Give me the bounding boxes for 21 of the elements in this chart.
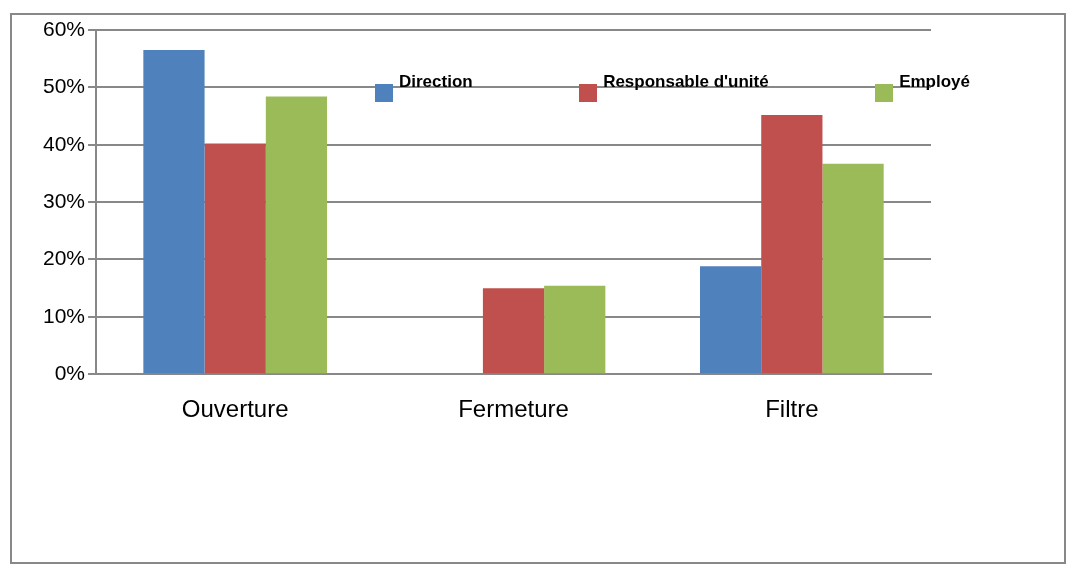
- y-tick-label: 30%: [43, 188, 86, 212]
- y-tick-label: 10%: [43, 303, 86, 327]
- x-tick-label: Fermeture: [458, 395, 569, 423]
- bar: [761, 114, 823, 374]
- x-tick-label: Ouverture: [181, 395, 289, 423]
- bar: [204, 143, 266, 374]
- legend-label: Responsable d'unité: [603, 72, 769, 92]
- y-tick-label: 60%: [43, 16, 86, 40]
- y-tick-label: 50%: [43, 74, 86, 98]
- bar: [544, 285, 606, 374]
- bar: [265, 96, 328, 374]
- y-tick-label: 20%: [43, 246, 86, 270]
- bar: [143, 50, 205, 374]
- legend-label: Employé: [899, 72, 970, 92]
- bar: [482, 288, 545, 374]
- bar: [822, 163, 884, 374]
- y-tick-label: 40%: [43, 131, 86, 155]
- bar: [699, 266, 762, 374]
- x-tick-label: Filtre: [765, 395, 819, 423]
- legend-label: Direction: [399, 72, 473, 92]
- y-tick-label: 0%: [54, 361, 86, 384]
